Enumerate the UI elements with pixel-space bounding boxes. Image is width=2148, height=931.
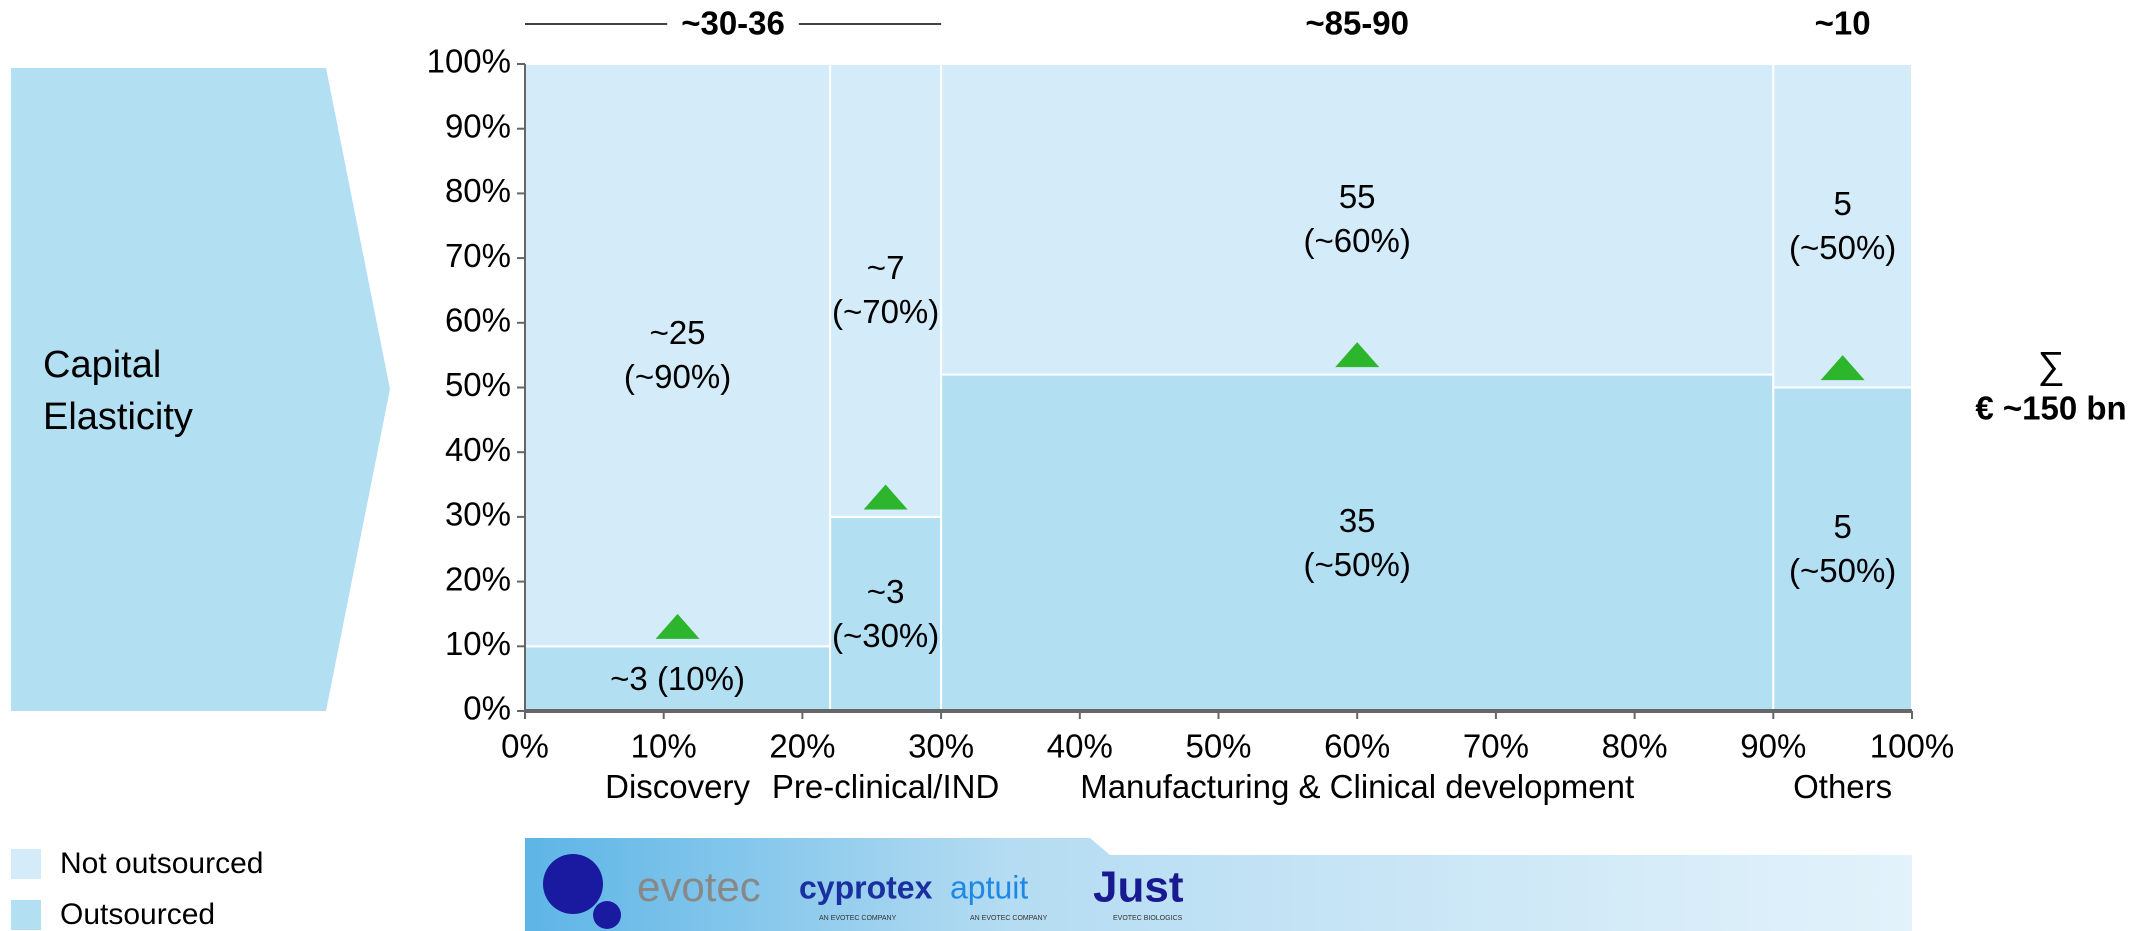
y-tick-label: 0%	[463, 690, 511, 727]
segment	[524, 63, 832, 648]
logo-name: evotec	[637, 863, 761, 910]
total-symbol: ∑	[2037, 345, 2064, 387]
side-label: Elasticity	[43, 396, 193, 438]
value-label: ~3 (10%)	[610, 659, 745, 697]
x-tick-label: 0%	[501, 728, 549, 765]
y-tick-label: 30%	[445, 496, 511, 533]
logo-tagline: AN EVOTEC COMPANY	[819, 915, 897, 922]
y-tick-label: 70%	[445, 237, 511, 274]
y-tick-label: 20%	[445, 560, 511, 597]
value-label: 35 (~50%)	[1303, 501, 1411, 583]
segment	[1772, 63, 1914, 389]
x-tick-label: 30%	[908, 728, 974, 765]
legend-label: Outsourced	[60, 898, 215, 931]
x-tick-label: 80%	[1602, 728, 1668, 765]
legend-label: Not outsourced	[60, 847, 263, 880]
logo-tagline: EVOTEC BIOLOGICS	[1113, 915, 1183, 922]
segment	[829, 63, 943, 518]
x-tick-label: 60%	[1324, 728, 1390, 765]
x-tick-label: 90%	[1740, 728, 1806, 765]
segment	[940, 373, 1775, 712]
legend-swatch	[11, 849, 41, 879]
value-label: 5 (~50%)	[1788, 184, 1897, 266]
category-label: Pre-clinical/IND	[771, 768, 1000, 805]
logo-tagline: AN EVOTEC COMPANY	[970, 915, 1048, 922]
marker	[863, 484, 908, 510]
y-tick-label: 100%	[427, 43, 511, 80]
category-label: Others	[1793, 768, 1893, 805]
marker	[1335, 342, 1380, 368]
group-label: ~10	[1815, 5, 1871, 42]
logo-dot	[543, 854, 603, 914]
logo-name: aptuit	[950, 869, 1028, 905]
x-tick-label: 10%	[631, 728, 697, 765]
side-arrow	[11, 68, 390, 711]
y-tick-label: 10%	[445, 625, 511, 662]
value-label: 55 (~60%)	[1303, 178, 1411, 260]
value-label: ~7 (~70%)	[831, 249, 940, 331]
marker	[1820, 355, 1865, 381]
logo-name: cyprotex	[799, 869, 933, 905]
total-label: € ~150 bn	[1975, 390, 2126, 427]
group-label: ~85-90	[1305, 5, 1409, 42]
x-tick-label: 100%	[1870, 728, 1954, 765]
legend-swatch	[11, 900, 41, 930]
category-label: Manufacturing & Clinical development	[1080, 768, 1635, 805]
value-label: 5 (~50%)	[1788, 508, 1897, 590]
x-tick-label: 50%	[1185, 728, 1251, 765]
category-label: Discovery	[605, 768, 750, 805]
x-tick-label: 70%	[1463, 728, 1529, 765]
y-tick-label: 40%	[445, 431, 511, 468]
logo-name: Just	[1093, 863, 1184, 912]
value-label: ~3 (~30%)	[831, 572, 940, 654]
logo-dot	[593, 901, 621, 929]
side-label: Capital	[43, 344, 161, 386]
group-label: ~30-36	[681, 5, 785, 42]
logo-bar	[525, 838, 1912, 931]
y-tick-label: 60%	[445, 302, 511, 339]
marker	[655, 613, 700, 639]
y-tick-label: 90%	[445, 107, 511, 144]
value-label: ~25 (~90%)	[623, 314, 732, 396]
y-tick-label: 80%	[445, 172, 511, 209]
y-tick-label: 50%	[445, 366, 511, 403]
segment	[1772, 386, 1914, 712]
x-tick-label: 40%	[1047, 728, 1113, 765]
segment	[940, 63, 1775, 376]
x-tick-label: 20%	[769, 728, 835, 765]
